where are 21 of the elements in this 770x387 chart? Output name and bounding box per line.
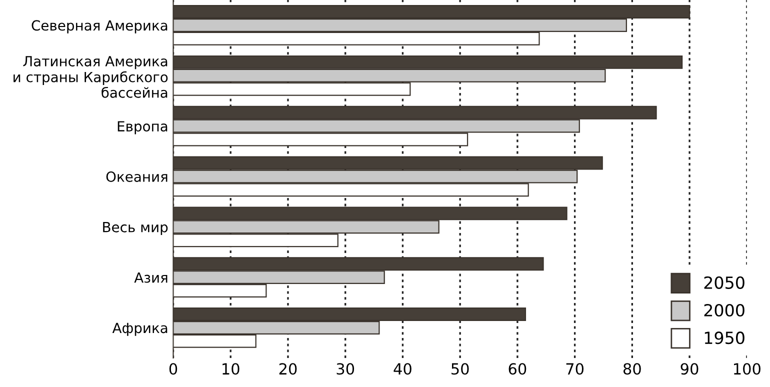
legend-label: 2000 [704, 304, 744, 317]
x-tick-label: 40 [394, 363, 412, 375]
x-tick-label: 100 [734, 363, 760, 375]
y-tick-label: Латинская Америка и страны Карибского бассейна [14, 56, 168, 98]
x-tick-label: 20 [279, 363, 297, 375]
y-tick-label: Азия [134, 272, 168, 283]
x-tick-label: 30 [336, 363, 354, 375]
y-tick-label: Весь мир [103, 222, 168, 236]
x-tick-label: 60 [508, 363, 526, 375]
x-tick-label: 0 [169, 363, 178, 375]
x-tick-label: 50 [452, 363, 469, 375]
x-tick-label: 10 [222, 363, 240, 375]
legend-label: 1950 [704, 332, 744, 344]
y-tick-label: Европа [118, 121, 168, 134]
legend-label: 2050 [704, 276, 744, 289]
x-tick-label: 90 [680, 363, 698, 375]
y-tick-label: Океания [106, 171, 168, 182]
x-tick-label: 70 [566, 363, 584, 375]
x-tick-label: 80 [623, 363, 641, 375]
y-tick-label: Африка [112, 322, 168, 336]
y-tick-label: Северная Америка [32, 20, 168, 34]
